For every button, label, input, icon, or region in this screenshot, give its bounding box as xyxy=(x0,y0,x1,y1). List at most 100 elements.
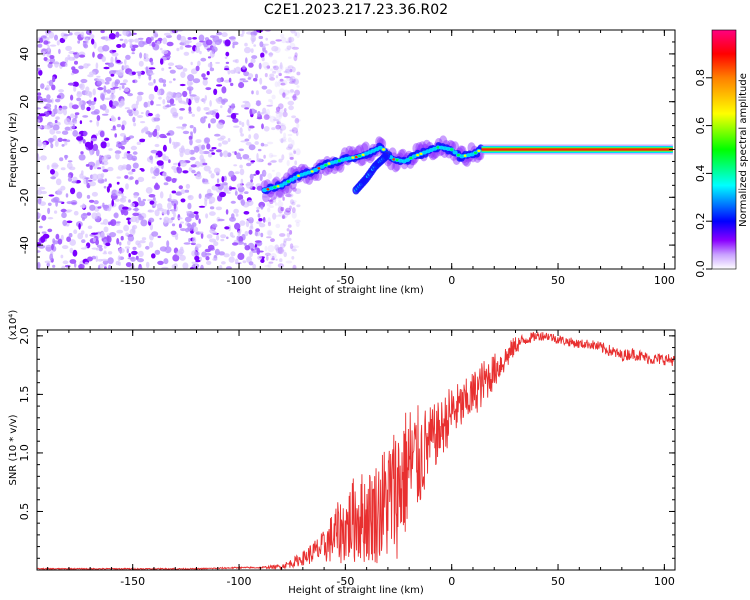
noise-speckle xyxy=(261,169,267,177)
noise-speckle xyxy=(269,73,275,78)
noise-speckle xyxy=(227,191,231,194)
noise-speckle xyxy=(215,112,220,119)
noise-speckle xyxy=(195,243,202,248)
snr-multiplier: (x10⁴) xyxy=(8,310,19,341)
noise-speckle xyxy=(188,106,192,113)
noise-speckle xyxy=(223,188,228,192)
noise-speckle xyxy=(296,31,300,39)
noise-speckle xyxy=(165,176,172,182)
noise-speckle xyxy=(52,264,56,268)
noise-speckle xyxy=(268,261,274,264)
noise-speckle xyxy=(283,132,287,138)
noise-speckle xyxy=(209,211,216,216)
x-tick-label: 0 xyxy=(448,575,455,588)
noise-speckle xyxy=(288,152,293,156)
noise-speckle xyxy=(161,67,165,72)
noise-speckle xyxy=(90,137,98,142)
noise-speckle xyxy=(254,141,259,145)
noise-speckle xyxy=(77,133,81,137)
noise-speckle xyxy=(92,51,95,58)
noise-speckle xyxy=(291,46,299,50)
noise-speckle xyxy=(154,154,159,159)
noise-speckle xyxy=(284,48,290,52)
noise-speckle xyxy=(113,212,119,219)
noise-speckle xyxy=(215,61,221,64)
noise-speckle xyxy=(180,198,186,203)
noise-speckle xyxy=(96,78,102,82)
noise-speckle xyxy=(73,210,79,216)
noise-speckle xyxy=(118,143,123,147)
noise-speckle xyxy=(37,153,40,161)
noise-speckle xyxy=(182,170,189,174)
noise-speckle xyxy=(273,196,277,203)
ridge-halo xyxy=(276,186,285,198)
noise-speckle xyxy=(54,60,59,68)
noise-speckle xyxy=(179,46,184,50)
noise-speckle xyxy=(287,143,293,149)
spectrogram-x-label: Height of straight line (km) xyxy=(288,285,424,296)
noise-speckle xyxy=(257,255,263,260)
noise-speckle xyxy=(201,158,206,164)
noise-speckle xyxy=(45,245,52,247)
snr-x-axis: -150 -100 -50 0 50 100 xyxy=(47,330,675,588)
noise-speckle xyxy=(266,229,273,236)
noise-speckle xyxy=(295,119,301,122)
noise-speckle xyxy=(240,199,245,206)
noise-speckle xyxy=(230,200,236,204)
noise-speckle xyxy=(287,100,295,106)
noise-speckle xyxy=(55,130,62,134)
noise-speckle xyxy=(100,93,105,100)
noise-speckle xyxy=(74,114,78,119)
noise-speckle xyxy=(286,228,290,232)
noise-speckle xyxy=(291,255,295,260)
noise-speckle xyxy=(178,223,182,229)
noise-speckle xyxy=(129,176,134,180)
noise-speckle xyxy=(119,133,126,137)
noise-speckle xyxy=(91,38,95,45)
noise-speckle xyxy=(294,117,300,124)
noise-speckle xyxy=(275,223,281,229)
noise-speckle xyxy=(51,111,55,116)
noise-speckle xyxy=(89,34,95,39)
noise-speckle xyxy=(199,256,203,262)
noise-speckle xyxy=(282,196,285,201)
noise-speckle xyxy=(190,96,194,101)
noise-speckle xyxy=(80,104,86,111)
noise-speckle xyxy=(281,215,287,219)
noise-speckle xyxy=(206,143,211,150)
noise-speckle xyxy=(149,200,155,205)
noise-speckle xyxy=(129,219,133,222)
noise-speckle xyxy=(251,34,256,38)
noise-speckle xyxy=(176,47,180,52)
noise-speckle xyxy=(132,151,138,155)
noise-speckle xyxy=(88,179,93,182)
noise-speckle xyxy=(277,80,281,87)
noise-speckle xyxy=(207,244,215,251)
noise-speckle xyxy=(198,34,205,42)
noise-speckle xyxy=(172,141,176,146)
noise-speckle xyxy=(260,232,264,238)
noise-speckle xyxy=(230,82,234,87)
noise-speckle xyxy=(221,86,227,94)
noise-speckle xyxy=(187,74,195,82)
noise-speckle xyxy=(67,177,73,182)
noise-speckle xyxy=(201,251,208,258)
noise-speckle xyxy=(268,152,274,159)
noise-speckle xyxy=(187,194,194,201)
noise-speckle xyxy=(96,149,100,157)
noise-speckle xyxy=(107,166,114,172)
colorbar-tick-label: 0.0 xyxy=(694,260,707,278)
noise-speckle xyxy=(69,166,76,171)
noise-speckle xyxy=(186,223,192,227)
noise-speckle xyxy=(185,183,191,189)
noise-speckle xyxy=(256,221,262,225)
noise-speckle xyxy=(292,148,296,153)
noise-speckle xyxy=(71,104,79,110)
noise-speckle xyxy=(168,92,174,95)
noise-speckle xyxy=(270,99,274,106)
noise-speckle xyxy=(234,222,241,230)
noise-speckle xyxy=(199,150,205,155)
noise-speckle xyxy=(46,99,53,103)
noise-speckle xyxy=(260,142,265,147)
noise-speckle xyxy=(285,40,291,44)
